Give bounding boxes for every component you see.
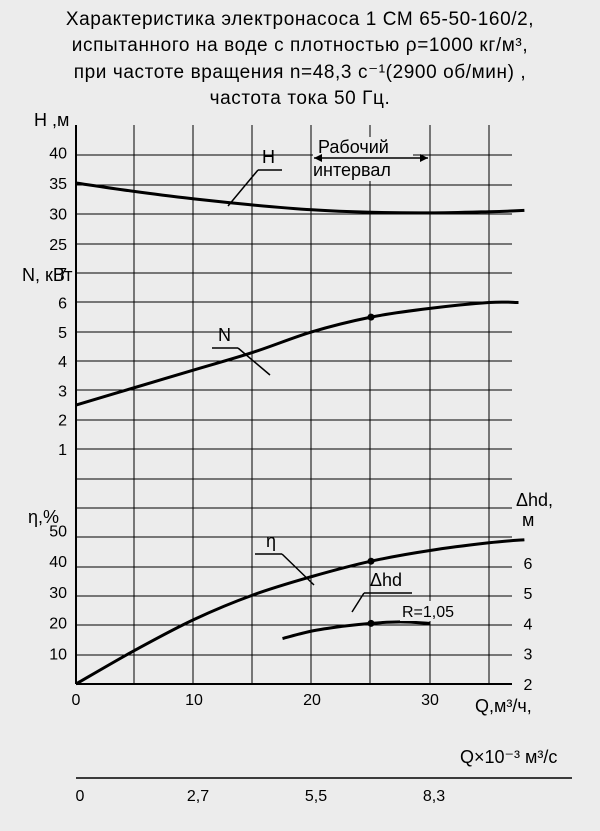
tick-label-hd-5: 5: [524, 586, 533, 603]
title-line-4: частота тока 50 Гц.: [210, 88, 391, 109]
r-label: R=1,05: [402, 604, 454, 621]
tick-label-eta-40: 40: [49, 554, 67, 571]
working-interval-label-2: интервал: [313, 160, 391, 180]
tick-label-h-40: 40: [49, 146, 67, 163]
tick-label-h-30: 30: [49, 207, 67, 224]
chart-annotations: Н Nη Δhd Рабочий интервал R=1,05: [212, 137, 466, 621]
leader-n: [237, 347, 271, 376]
marked-point-hd: [367, 619, 375, 627]
tick-label-eta-30: 30: [49, 585, 67, 602]
tick-label-q-10: 10: [185, 692, 203, 709]
tick-label-h-25: 25: [49, 237, 67, 254]
curve-n: [75, 300, 519, 407]
tick-label-n-6: 6: [58, 296, 67, 313]
series-label-hd: Δhd: [370, 570, 402, 590]
working-interval-bg: [313, 137, 413, 181]
tick-label-hd-2: 2: [524, 677, 533, 694]
chart-curves: [75, 181, 525, 686]
h-axis-label: Н ,м: [34, 110, 69, 130]
tick-label-hd-6: 6: [524, 556, 533, 573]
curve-h: [75, 181, 525, 215]
tick-label-n-5: 5: [58, 325, 67, 342]
chart-title: Характеристика электронасоса 1 СМ 65-50-…: [66, 9, 534, 109]
title-line-1: Характеристика электронасоса 1 СМ 65-50-…: [66, 9, 534, 30]
q2-tick-label-2: 5,5: [305, 788, 327, 805]
series-label-n: N: [218, 325, 231, 345]
title-line-3: при частоте вращения n=48,3 с⁻¹(2900 об/…: [74, 62, 527, 83]
hd-axis-label-line1: Δhd,: [516, 490, 553, 510]
working-interval-arrow-right: [420, 154, 428, 162]
series-label-eta: η: [266, 531, 276, 551]
eta-axis-label: η,%: [28, 507, 59, 527]
secondary-x-axis: Q×10⁻³ м³/с 0 2,7 5,5 8,3: [76, 747, 572, 805]
r-label-bg: [400, 601, 466, 621]
tick-label-n-1: 1: [58, 442, 67, 459]
n-axis-label: N, кВт: [22, 265, 73, 285]
leader-h: [227, 169, 259, 207]
marked-point-n: [367, 313, 375, 321]
title-line-2: испытанного на воде с плотностью ρ=1000 …: [72, 35, 528, 56]
q2-tick-label-3: 8,3: [423, 788, 445, 805]
tick-label-h-35: 35: [49, 176, 67, 193]
tick-label-eta-50: 50: [49, 524, 67, 541]
marked-point-eta: [367, 557, 375, 565]
tick-label-n-3: 3: [58, 383, 67, 400]
curve-eta: [75, 538, 525, 686]
tick-label-n-4: 4: [58, 354, 67, 371]
tick-label-n-2: 2: [58, 413, 67, 430]
leader-hd: [351, 592, 365, 613]
q2-tick-label-1: 2,7: [187, 788, 209, 805]
leader-eta: [281, 553, 315, 586]
hd-axis-label-line2: м: [522, 510, 534, 530]
tick-label-q-30: 30: [421, 692, 439, 709]
q-axis-label: Q,м³/ч,: [475, 696, 532, 716]
curve-hd: [282, 620, 431, 640]
q2-axis-label: Q×10⁻³ м³/с: [460, 747, 557, 767]
chart-grid: [75, 125, 512, 685]
tick-label-hd-3: 3: [524, 647, 533, 664]
tick-label-hd-4: 4: [524, 616, 533, 633]
tick-label-n-7: 7: [58, 266, 67, 283]
tick-labels: 25 30 35 40 1 2 3 4 5 6 7 10 20 30 40 50 2 3 4 5 6 0 10 20 30 Н ,…: [22, 110, 553, 716]
tick-label-q-0: 0: [72, 692, 81, 709]
working-interval-label-1: Рабочий: [318, 137, 389, 157]
tick-label-eta-10: 10: [49, 646, 67, 663]
working-interval-arrow-left: [314, 154, 322, 162]
tick-label-eta-20: 20: [49, 616, 67, 633]
tick-label-q-20: 20: [303, 692, 321, 709]
series-label-h: Н: [262, 147, 275, 167]
q2-tick-label-0: 0: [76, 788, 85, 805]
